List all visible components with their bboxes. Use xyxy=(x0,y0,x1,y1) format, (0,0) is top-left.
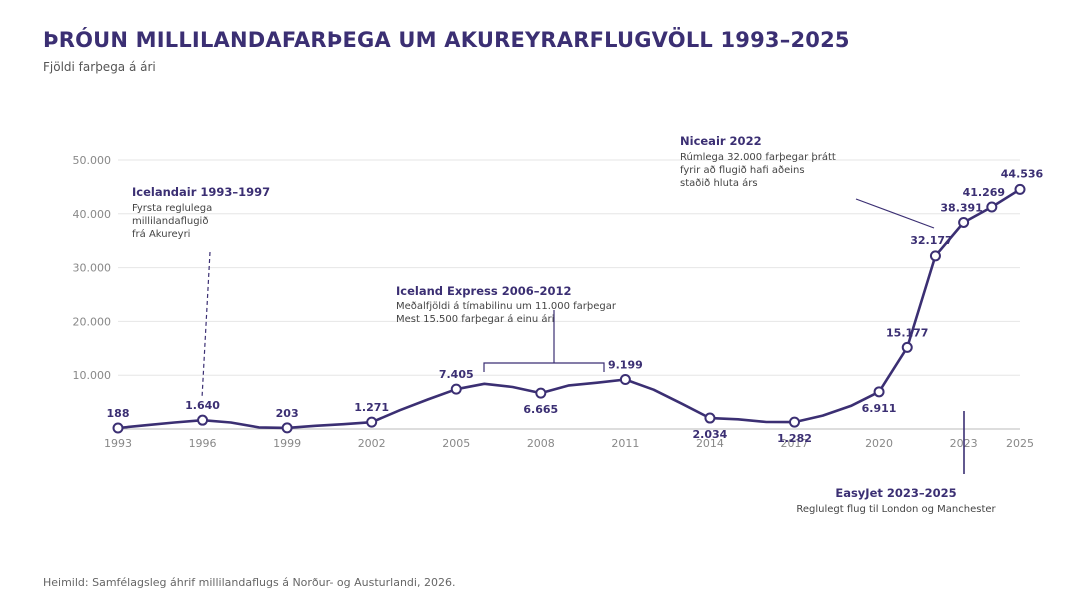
annotation-iceland-express: Iceland Express 2006–2012 Meðalfjöldi á … xyxy=(396,284,617,325)
data-point-marker xyxy=(281,422,293,434)
y-tick-label: 30.000 xyxy=(73,262,112,275)
annotation-connector-icelandair xyxy=(201,251,211,399)
data-point-marker xyxy=(873,386,885,398)
grid-lines xyxy=(118,159,1020,376)
x-tick-label: 2025 xyxy=(1006,437,1034,450)
annotation-line: Meðalfjöldi á tímabilinu um 11.000 farþe… xyxy=(396,300,617,312)
annotation-title: Niceair 2022 xyxy=(680,134,762,148)
x-tick-label: 2008 xyxy=(527,437,555,450)
y-axis-ticks: 10.000 20.000 30.000 40.000 50.000 xyxy=(73,154,112,382)
data-label: 6.911 xyxy=(862,402,897,415)
annotation-niceair: Niceair 2022 Rúmlega 32.000 farþegar þrá… xyxy=(680,134,836,189)
annotation-title: Icelandair 1993–1997 xyxy=(132,185,270,199)
chart-title: ÞRÓUN MILLILANDAFARÞEGA UM AKUREYRARFLUG… xyxy=(43,28,850,52)
x-tick-label: 2020 xyxy=(865,437,893,450)
data-point-marker xyxy=(535,387,547,399)
data-label: 32.177 xyxy=(910,234,952,247)
x-tick-label: 2014 xyxy=(696,437,724,450)
annotation-line: fyrir að flugið hafi aðeins xyxy=(680,165,805,176)
x-tick-label: 2017 xyxy=(781,437,809,450)
annotation-line: Fyrsta reglulega xyxy=(132,203,212,214)
data-point-marker xyxy=(197,414,209,426)
data-label: 6.665 xyxy=(523,403,558,416)
x-tick-label: 1993 xyxy=(104,437,132,450)
data-label: 9.199 xyxy=(608,359,643,372)
data-point-marker xyxy=(986,201,998,213)
y-tick-label: 50.000 xyxy=(73,154,112,167)
data-label: 188 xyxy=(107,407,130,420)
data-label: 2.034 xyxy=(693,428,728,441)
annotation-line: Mest 15.500 farþegar á einu ári xyxy=(396,313,554,325)
annotation-line: staðið hluta árs xyxy=(680,177,758,189)
x-tick-label: 1996 xyxy=(189,437,217,450)
series-line xyxy=(116,188,1022,430)
data-label: 15.177 xyxy=(886,326,928,339)
annotation-line: frá Akureyri xyxy=(132,228,190,240)
data-point-marker xyxy=(789,416,800,428)
annotation-line: Reglulegt flug til London og Manchester xyxy=(796,504,996,515)
x-tick-label: 1999 xyxy=(273,437,301,450)
data-point-marker xyxy=(704,412,716,424)
data-label: 1.271 xyxy=(354,401,389,414)
y-tick-label: 40.000 xyxy=(73,208,112,221)
annotation-title: Iceland Express 2006–2012 xyxy=(396,284,571,298)
x-axis-ticks: 1993 1996 1999 2002 2005 2008 2011 2014 2017 2020… xyxy=(104,437,1034,450)
data-label: 44.536 xyxy=(1001,167,1044,180)
data-label: 7.405 xyxy=(439,368,474,381)
data-point-marker xyxy=(450,383,462,395)
y-tick-label: 10.000 xyxy=(73,369,112,382)
data-point-marker xyxy=(901,341,913,353)
data-markers xyxy=(112,183,1026,434)
annotation-line: Rúmlega 32.000 farþegar þrátt xyxy=(680,151,836,163)
x-tick-label: 2011 xyxy=(611,437,639,450)
data-label: 1.282 xyxy=(777,432,812,445)
source-note: Heimild: Samfélagsleg áhrif millilandafl… xyxy=(43,576,456,589)
annotation-line: millilandaflugið xyxy=(132,216,208,227)
annotation-easyjet: EasyJet 2023–2025 Reglulegt flug til Lon… xyxy=(796,486,996,515)
data-point-marker xyxy=(958,216,970,228)
annotation-title: EasyJet 2023–2025 xyxy=(835,486,956,500)
data-labels: 188 1.640 203 1.271 7.405 6.665 9.199 2.034 1.28… xyxy=(107,167,1044,445)
data-label: 1.640 xyxy=(185,399,220,412)
data-label: 41.269 xyxy=(963,186,1005,199)
data-point-marker xyxy=(619,374,631,386)
chart-subtitle: Fjöldi farþega á ári xyxy=(43,60,156,74)
data-label: 203 xyxy=(276,407,299,420)
data-point-marker xyxy=(1014,183,1026,195)
annotation-icelandair: Icelandair 1993–1997 Fyrsta reglulega mi… xyxy=(132,185,270,240)
data-point-marker xyxy=(366,416,378,428)
data-point-marker xyxy=(929,250,941,262)
data-point-marker xyxy=(112,422,124,434)
annotation-bracket-iceland-express xyxy=(483,310,605,372)
data-label: 38.391 xyxy=(940,201,982,214)
x-tick-label: 2005 xyxy=(442,437,470,450)
annotation-connectors xyxy=(201,198,965,474)
x-tick-label: 2002 xyxy=(358,437,386,450)
annotation-connector-niceair xyxy=(855,198,935,229)
y-tick-label: 20.000 xyxy=(73,315,112,328)
